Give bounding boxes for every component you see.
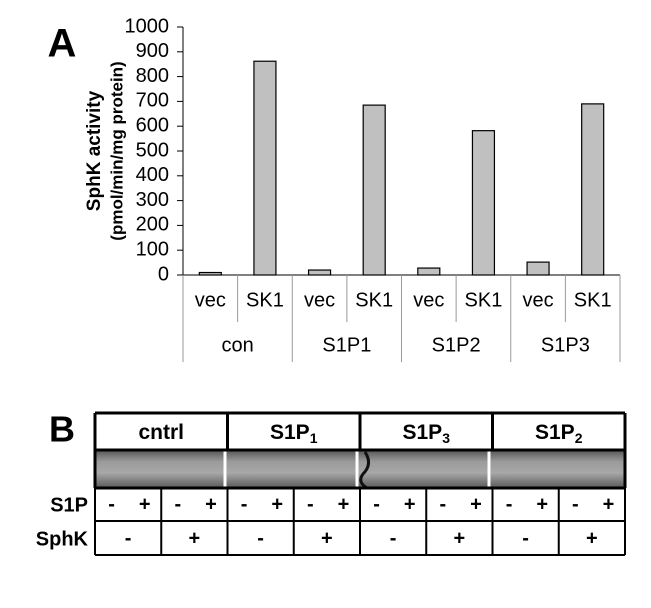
header-text: cntrl	[138, 421, 184, 444]
sign: +	[321, 527, 333, 549]
y-axis-label: SphK activity	[84, 90, 105, 211]
sign: -	[390, 527, 397, 549]
y-tick-label: 200	[136, 214, 169, 236]
group-label: S1P2	[432, 334, 481, 356]
row-label: SphK	[36, 528, 89, 550]
header-subscript: 1	[310, 430, 318, 446]
y-tick-label: 1000	[125, 15, 170, 37]
panel-label: A	[48, 22, 77, 66]
sign: -	[572, 493, 579, 515]
y-tick-label: 900	[136, 40, 169, 62]
x-tick-label: vec	[523, 289, 554, 311]
y-tick-label: 700	[136, 90, 169, 112]
x-tick-label: vec	[413, 289, 444, 311]
header-subscript: 2	[575, 430, 583, 446]
y-axis-label: (pmol/min/mg protein)	[107, 61, 126, 240]
sign: -	[125, 527, 132, 549]
blot-image	[95, 450, 625, 490]
y-tick-label: 300	[136, 189, 169, 211]
x-tick-label: SK1	[355, 289, 393, 311]
sign: -	[108, 493, 115, 515]
header-text: S1P	[403, 421, 443, 444]
bar	[581, 103, 605, 276]
y-tick-label: 600	[136, 114, 169, 136]
bar	[253, 60, 277, 276]
sign: -	[373, 493, 380, 515]
sign: +	[454, 527, 466, 549]
sign: -	[257, 527, 264, 549]
column-header: S1P3	[403, 421, 451, 446]
y-tick-label: 400	[136, 164, 169, 186]
bar	[362, 104, 386, 276]
bar	[307, 269, 332, 276]
sign: +	[536, 493, 548, 515]
sign: +	[205, 493, 217, 515]
column-header: S1P1	[270, 421, 318, 446]
sign: +	[139, 493, 151, 515]
sign: +	[189, 527, 201, 549]
sign: +	[338, 493, 350, 515]
sign: -	[439, 493, 446, 515]
sign: -	[522, 527, 529, 549]
column-header: S1P2	[535, 421, 583, 446]
x-tick-label: SK1	[574, 289, 612, 311]
sign: +	[470, 493, 482, 515]
bar	[526, 261, 550, 276]
sign: -	[241, 493, 248, 515]
column-header: cntrl	[138, 421, 184, 444]
x-tick-label: vec	[195, 289, 226, 311]
x-tick-label: SK1	[246, 289, 284, 311]
sign: -	[307, 493, 314, 515]
header-text: S1P	[270, 421, 310, 444]
sign: -	[174, 493, 181, 515]
bar	[417, 267, 441, 276]
group-label: con	[222, 334, 254, 356]
header-text: S1P	[535, 421, 575, 444]
group-label: S1P3	[541, 334, 590, 356]
sign: +	[271, 493, 283, 515]
header-subscript: 3	[442, 430, 450, 446]
x-tick-label: SK1	[465, 289, 503, 311]
y-tick-label: 800	[136, 65, 169, 87]
y-tick-label: 500	[136, 139, 169, 161]
y-tick-label: 0	[158, 263, 169, 285]
bar	[198, 271, 222, 276]
x-tick-label: vec	[304, 289, 335, 311]
sign: -	[506, 493, 513, 515]
sign: +	[404, 493, 416, 515]
group-label: S1P1	[322, 334, 371, 356]
sign: +	[586, 527, 598, 549]
row-label: S1P	[50, 494, 88, 516]
panel-label: B	[49, 409, 75, 450]
sign: +	[603, 493, 615, 515]
bar	[471, 130, 496, 276]
y-tick-label: 100	[136, 238, 169, 260]
